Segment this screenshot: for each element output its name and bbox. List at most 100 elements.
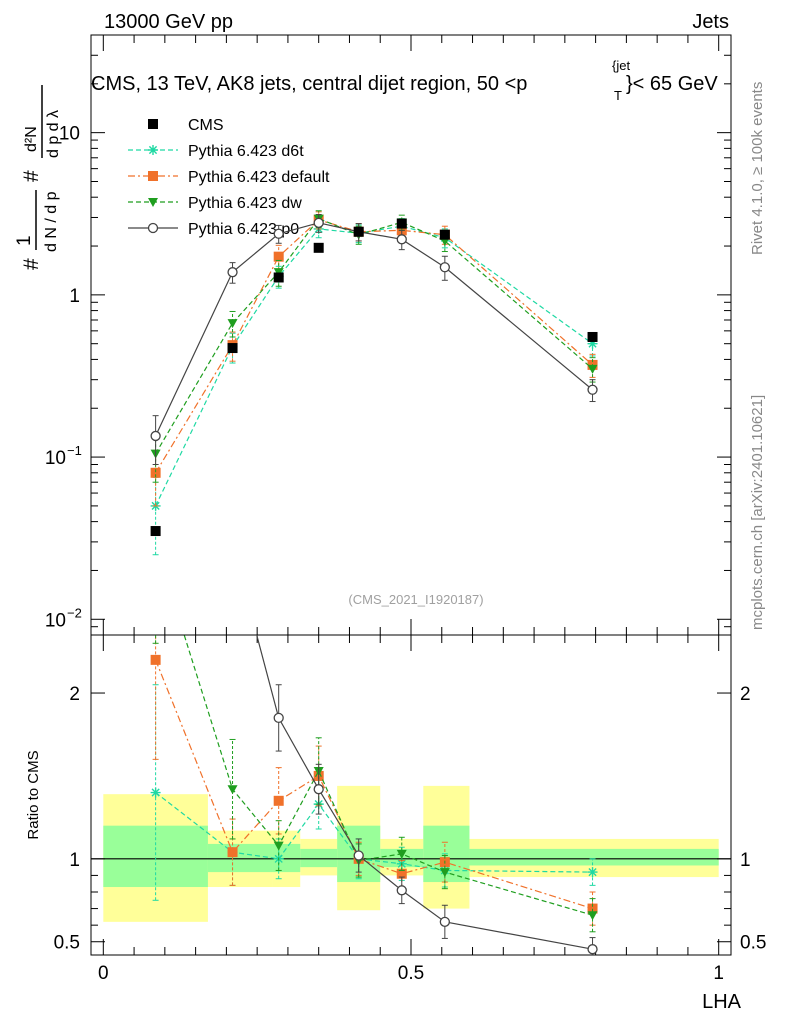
legend-item: Pythia 6.423 d6t <box>128 143 304 160</box>
legend-label: Pythia 6.423 dw <box>188 195 302 212</box>
ratio-y-tick-label-left: 2 <box>69 684 80 705</box>
ratio-data-point <box>151 390 160 399</box>
legend-marker <box>148 198 158 207</box>
ratio-data-point <box>439 916 450 927</box>
y-label-denominator-2: d p d λ <box>45 110 62 158</box>
y-label-hash-2: # <box>20 170 43 182</box>
ratio-data-point <box>396 885 407 896</box>
main-series-line <box>155 219 593 474</box>
main-data-point <box>587 331 598 342</box>
legend-label: Pythia 6.423 default <box>188 169 330 186</box>
ratio-data-point <box>227 847 238 858</box>
main-data-point <box>273 228 284 239</box>
ratio-band-green <box>103 825 208 888</box>
ratio-data-point <box>150 654 161 665</box>
legend-item: CMS <box>148 117 224 134</box>
main-data-point <box>273 251 284 262</box>
legend-item: Pythia 6.423 p0 <box>128 221 299 238</box>
legend-marker <box>148 145 158 155</box>
ratio-y-tick-label-right: 1 <box>740 850 751 871</box>
x-tick-label: 0.5 <box>398 963 424 984</box>
main-data-point <box>150 526 161 537</box>
plot-title-sub: T <box>614 88 622 103</box>
legend-marker <box>148 171 158 181</box>
legend-item: Pythia 6.423 default <box>128 169 330 186</box>
legend-label: Pythia 6.423 d6t <box>188 143 304 160</box>
main-data-point <box>439 262 450 273</box>
ratio-axes: 0.5 0.5 1 1 2 2 0 0.5 1 <box>54 635 766 984</box>
main-data-point <box>353 226 364 237</box>
ratio-data-point <box>587 911 598 921</box>
main-series-cms <box>150 218 598 537</box>
ratio-series-line <box>155 792 593 873</box>
ratio-data-point <box>313 784 324 795</box>
main-data-point <box>587 338 598 349</box>
ratio-data-point <box>439 868 450 878</box>
legend-marker <box>148 119 158 129</box>
rivet-label: Rivet 4.1.0, ≥ 100k events <box>749 82 766 255</box>
energy-label: 13000 GeV pp <box>104 11 233 33</box>
ratio-band-green <box>469 848 719 866</box>
main-y-tick-label: 1 <box>69 286 80 307</box>
main-data-point <box>150 467 161 478</box>
main-data-point <box>396 218 407 229</box>
ratio-data-point <box>396 849 407 859</box>
legend-marker <box>147 222 159 234</box>
y-label-hash-1: # <box>20 258 43 270</box>
y-label-denominator: d N / d p <box>43 191 60 252</box>
ratio-band-green <box>207 843 273 873</box>
ratio-y-axis-label: Ratio to CMS <box>25 750 42 839</box>
ratio-series-line <box>155 659 593 910</box>
ratio-series-pythia-6-423-p0 <box>151 390 598 955</box>
main-y-axis-label: # 1 d N / d p # d²N d p d λ <box>14 85 62 270</box>
ratio-data-point <box>587 867 598 878</box>
main-data-point <box>227 343 238 354</box>
analysis-watermark: (CMS_2021_I1920187) <box>348 592 483 607</box>
ratio-data-point <box>227 785 238 795</box>
ratio-data-point <box>150 787 161 798</box>
ratio-y-tick-label-right: 2 <box>740 684 751 705</box>
mcplots-label: mcplots.cern.ch [arXiv:2401.10621] <box>749 395 766 630</box>
main-series-pythia-6-423-d6t <box>150 218 598 556</box>
main-data-point <box>587 384 598 395</box>
main-data <box>150 210 598 556</box>
legend-label: Pythia 6.423 p0 <box>188 221 299 238</box>
x-tick-label: 0 <box>98 963 109 984</box>
ratio-band-green <box>272 843 301 873</box>
main-data-point <box>313 242 324 253</box>
ratio-data-point <box>587 944 598 955</box>
main-series-line <box>155 222 593 437</box>
legend-label: CMS <box>188 117 224 134</box>
ratio-band-green <box>300 848 338 868</box>
ratio-bands <box>103 785 719 922</box>
ratio-data-point <box>587 903 598 914</box>
ratio-data-point <box>273 841 284 851</box>
y-label-numerator: d²N <box>23 126 40 152</box>
ratio-data-point <box>353 850 364 861</box>
ratio-data-point <box>273 795 284 806</box>
ratio-y-tick-label-left: 0.5 <box>54 933 80 954</box>
plot-title-end: }< 65 GeV <box>626 73 718 95</box>
main-series-pythia-6-423-p0 <box>150 213 598 465</box>
x-tick-label: 1 <box>713 963 724 984</box>
main-data-point <box>587 364 598 374</box>
ratio-data-point <box>228 539 237 548</box>
ratio-y-tick-label-right: 0.5 <box>740 933 766 954</box>
main-y-tick-exponent: −2 <box>67 605 82 620</box>
main-series-line <box>155 217 593 454</box>
ratio-series-line <box>256 635 593 950</box>
main-y-tick-exponent: −1 <box>67 443 82 458</box>
ratio-data-point <box>273 712 284 724</box>
main-series-pythia-6-423-dw <box>150 210 598 483</box>
main-data-point <box>439 229 450 240</box>
main-series-line <box>155 225 593 507</box>
legend: CMS Pythia 6.423 d6t Pythia 6.423 default P… <box>128 117 330 238</box>
main-data-point <box>227 267 238 278</box>
ratio-y-tick-label-left: 1 <box>69 850 80 871</box>
ratio-series-line <box>183 635 593 916</box>
main-y-tick-label: 10 <box>45 448 66 469</box>
plot-title: CMS, 13 TeV, AK8 jets, central dijet reg… <box>91 58 718 103</box>
main-y-tick-label: 10 <box>45 610 66 631</box>
